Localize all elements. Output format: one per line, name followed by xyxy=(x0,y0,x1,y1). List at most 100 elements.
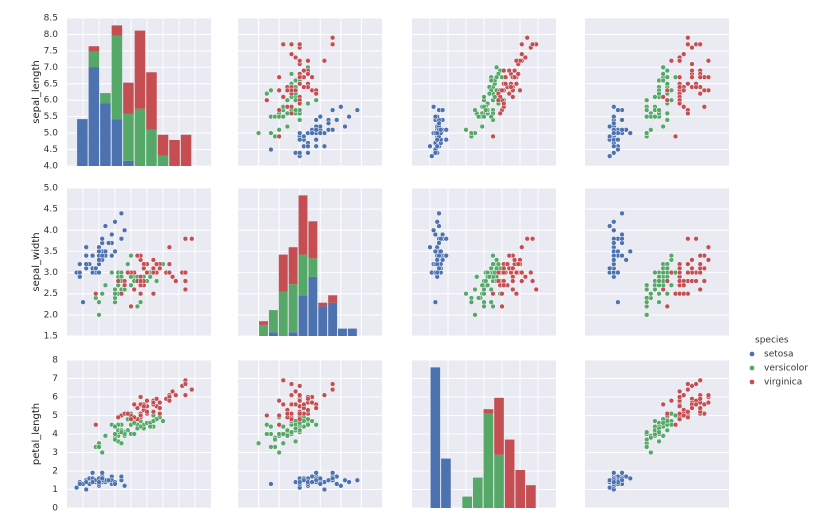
scatter-point xyxy=(652,94,658,100)
scatter-point xyxy=(280,94,286,100)
scatter-point xyxy=(112,219,118,225)
scatter-point xyxy=(309,479,315,485)
scatter-point xyxy=(644,286,650,293)
histogram-bar xyxy=(111,25,123,36)
scatter-point xyxy=(268,423,274,430)
scatter-point xyxy=(334,117,340,123)
scatter-point xyxy=(115,414,121,421)
scatter-point xyxy=(301,67,307,74)
scatter-point xyxy=(134,303,141,310)
histogram-bar xyxy=(288,332,298,336)
scatter-point xyxy=(89,479,96,485)
scatter-point xyxy=(434,269,440,276)
scatter-point xyxy=(490,291,496,297)
scatter-point xyxy=(664,427,670,433)
scatter-point xyxy=(125,261,131,267)
scatter-point xyxy=(619,127,625,133)
scatter-point xyxy=(112,431,118,437)
scatter-point xyxy=(701,278,707,284)
scatter-point xyxy=(102,282,109,288)
scatter-point xyxy=(519,41,525,47)
scatter-point xyxy=(481,286,487,293)
scatter-point xyxy=(664,81,670,87)
y-axis-label: sepal_length xyxy=(31,60,42,124)
scatter-point xyxy=(288,41,295,47)
scatter-point xyxy=(112,286,118,293)
scatter-point xyxy=(510,94,516,100)
scatter-point xyxy=(619,253,625,259)
scatter-point xyxy=(443,236,449,242)
scatter-point xyxy=(150,269,157,276)
legend-marker xyxy=(749,365,755,371)
scatter-point xyxy=(660,94,666,100)
y-tick-label: 5.5 xyxy=(44,112,58,122)
scatter-point xyxy=(676,269,683,276)
scatter-point xyxy=(506,90,512,97)
scatter-point xyxy=(264,90,270,97)
scatter-point xyxy=(611,240,617,246)
scatter-point xyxy=(96,248,102,255)
scatter-point xyxy=(685,236,691,242)
scatter-point xyxy=(660,420,666,426)
scatter-point xyxy=(519,51,525,57)
scatter-point xyxy=(297,479,303,485)
scatter-point xyxy=(483,107,489,113)
histogram-bar xyxy=(123,160,134,166)
scatter-point xyxy=(611,143,617,149)
scatter-point xyxy=(517,87,523,94)
scatter-point xyxy=(522,54,529,61)
scatter-point xyxy=(96,257,102,263)
scatter-point xyxy=(150,418,157,424)
scatter-point xyxy=(615,248,621,255)
scatter-point xyxy=(141,403,147,409)
scatter-point xyxy=(147,423,153,430)
scatter-point xyxy=(533,286,539,293)
scatter-point xyxy=(434,143,440,149)
scatter-point xyxy=(697,269,703,276)
y-tick-label: 8 xyxy=(52,356,58,366)
scatter-point xyxy=(280,440,286,446)
scatter-point xyxy=(93,291,99,297)
histogram-bar xyxy=(169,139,180,166)
scatter-point xyxy=(472,107,478,113)
scatter-point xyxy=(705,244,712,250)
scatter-point xyxy=(284,104,291,110)
scatter-point xyxy=(689,405,695,411)
scatter-point xyxy=(150,291,157,297)
scatter-point xyxy=(668,398,675,404)
scatter-point xyxy=(430,104,437,110)
scatter-point xyxy=(173,392,179,398)
scatter-point xyxy=(685,386,691,393)
y-tick-label: 1 xyxy=(52,485,58,495)
scatter-point xyxy=(676,84,683,90)
scatter-point xyxy=(112,481,118,487)
scatter-point xyxy=(529,41,536,47)
scatter-point xyxy=(77,269,83,276)
scatter-point xyxy=(160,418,166,424)
scatter-point xyxy=(660,269,666,276)
scatter-point xyxy=(648,291,654,297)
scatter-point xyxy=(443,137,449,143)
scatter-point xyxy=(276,412,282,419)
scatter-point xyxy=(131,431,137,437)
scatter-point xyxy=(288,71,295,77)
scatter-point xyxy=(615,299,621,305)
scatter-point xyxy=(288,51,295,57)
scatter-point xyxy=(297,74,303,80)
scatter-point xyxy=(321,58,328,64)
scatter-point xyxy=(288,416,295,422)
scatter-point xyxy=(115,278,121,284)
scatter-point xyxy=(685,381,691,387)
scatter-point xyxy=(689,67,695,74)
scatter-point xyxy=(284,97,291,103)
scatter-point xyxy=(648,127,654,133)
histogram-bar xyxy=(100,93,111,104)
scatter-point xyxy=(309,74,315,80)
scatter-point xyxy=(488,299,494,305)
scatter-point xyxy=(685,81,691,87)
scatter-point xyxy=(490,253,496,259)
scatter-point xyxy=(660,286,666,293)
scatter-point xyxy=(664,278,670,284)
scatter-point xyxy=(644,429,650,435)
scatter-point xyxy=(131,420,137,426)
